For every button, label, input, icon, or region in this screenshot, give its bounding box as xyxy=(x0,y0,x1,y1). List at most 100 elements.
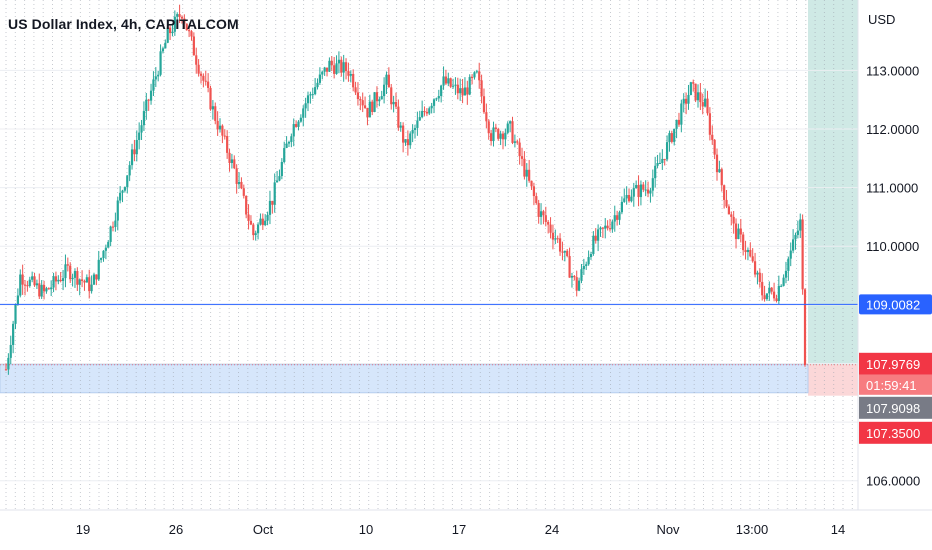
candle-body[interactable] xyxy=(720,169,723,186)
candle-body[interactable] xyxy=(233,159,236,169)
candle-body[interactable] xyxy=(803,289,807,365)
candle-body[interactable] xyxy=(126,175,129,188)
candle-body[interactable] xyxy=(116,200,119,221)
candle-body[interactable] xyxy=(390,87,393,105)
candle-body[interactable] xyxy=(140,125,143,133)
candle-body[interactable] xyxy=(40,285,43,297)
candle-body[interactable] xyxy=(494,127,497,130)
candle-body[interactable] xyxy=(266,214,269,221)
candle-body[interactable] xyxy=(349,73,352,76)
candle-body[interactable] xyxy=(539,211,543,217)
candle-body[interactable] xyxy=(451,85,455,87)
candle-body[interactable] xyxy=(611,221,614,230)
candle-body[interactable] xyxy=(459,88,462,94)
candle-body[interactable] xyxy=(147,99,150,101)
stop-zone[interactable] xyxy=(808,364,858,396)
candle-body[interactable] xyxy=(202,75,205,81)
candle-body[interactable] xyxy=(271,200,274,205)
candle-body[interactable] xyxy=(551,232,555,240)
candle-body[interactable] xyxy=(57,279,60,282)
candle-body[interactable] xyxy=(428,108,431,114)
candle-body[interactable] xyxy=(216,120,219,130)
candle-body[interactable] xyxy=(784,270,788,278)
candle-body[interactable] xyxy=(69,265,72,280)
candle-body[interactable] xyxy=(535,196,538,204)
candle-body[interactable] xyxy=(64,264,67,279)
candle-body[interactable] xyxy=(561,251,564,253)
candle-body[interactable] xyxy=(399,125,402,128)
candle-body[interactable] xyxy=(547,221,550,225)
candle-body[interactable] xyxy=(402,125,405,143)
candle-body[interactable] xyxy=(685,98,688,104)
candle-body[interactable] xyxy=(487,121,490,134)
candle-body[interactable] xyxy=(373,92,376,112)
candle-body[interactable] xyxy=(406,139,409,146)
candle-body[interactable] xyxy=(713,139,716,155)
candle-body[interactable] xyxy=(734,223,738,240)
candle-body[interactable] xyxy=(654,165,657,179)
candle-body[interactable] xyxy=(715,154,719,173)
candle-body[interactable] xyxy=(739,228,742,235)
candle-body[interactable] xyxy=(76,271,79,285)
candle-body[interactable] xyxy=(385,74,388,85)
candle-body[interactable] xyxy=(430,105,433,109)
candle-body[interactable] xyxy=(114,220,117,227)
candle-body[interactable] xyxy=(371,101,374,112)
candle-body[interactable] xyxy=(699,92,702,103)
candle-body[interactable] xyxy=(354,87,357,93)
candle-body[interactable] xyxy=(556,238,559,240)
candle-body[interactable] xyxy=(199,73,203,76)
candle-body[interactable] xyxy=(83,280,86,283)
candle-body[interactable] xyxy=(109,226,112,242)
candle-body[interactable] xyxy=(732,216,735,224)
candle-body[interactable] xyxy=(601,227,604,229)
candle-body[interactable] xyxy=(52,276,55,288)
candle-body[interactable] xyxy=(694,83,697,101)
candle-body[interactable] xyxy=(209,87,212,110)
candle-body[interactable] xyxy=(478,71,481,81)
candle-body[interactable] xyxy=(335,63,338,74)
candle-body[interactable] xyxy=(259,218,262,225)
candle-body[interactable] xyxy=(468,77,471,95)
candle-body[interactable] xyxy=(240,181,243,189)
candle-body[interactable] xyxy=(159,51,162,75)
candle-body[interactable] xyxy=(682,98,685,104)
candle-body[interactable] xyxy=(737,228,740,240)
candle-body[interactable] xyxy=(228,152,231,163)
candle-body[interactable] xyxy=(14,304,17,324)
candle-body[interactable] xyxy=(587,257,590,265)
candle-body[interactable] xyxy=(230,159,234,163)
candle-body[interactable] xyxy=(772,291,776,299)
candle-body[interactable] xyxy=(585,264,588,267)
candle-body[interactable] xyxy=(418,117,421,121)
candle-body[interactable] xyxy=(323,67,326,72)
candle-body[interactable] xyxy=(492,127,495,142)
candle-body[interactable] xyxy=(80,279,84,281)
candle-body[interactable] xyxy=(523,158,526,177)
candle-body[interactable] xyxy=(66,264,69,266)
candle-body[interactable] xyxy=(516,141,519,143)
candle-body[interactable] xyxy=(711,134,714,140)
candle-body[interactable] xyxy=(214,106,217,121)
candle-body[interactable] xyxy=(768,287,771,294)
candle-body[interactable] xyxy=(777,285,780,301)
candle-body[interactable] xyxy=(180,16,184,19)
candle-body[interactable] xyxy=(606,225,609,229)
candle-body[interactable] xyxy=(359,99,362,101)
candle-body[interactable] xyxy=(235,168,238,184)
candle-body[interactable] xyxy=(183,18,186,24)
candle-body[interactable] xyxy=(618,212,621,220)
horizontal-line-price-tag-bg[interactable] xyxy=(859,294,932,315)
candle-body[interactable] xyxy=(789,250,792,259)
candle-body[interactable] xyxy=(582,266,585,270)
candle-body[interactable] xyxy=(646,189,650,194)
candle-body[interactable] xyxy=(708,113,711,135)
candle-body[interactable] xyxy=(563,250,566,253)
candle-body[interactable] xyxy=(95,274,98,280)
candle-body[interactable] xyxy=(727,206,731,215)
candle-body[interactable] xyxy=(4,369,8,371)
candle-body[interactable] xyxy=(680,103,683,125)
candle-body[interactable] xyxy=(299,117,302,122)
candle-body[interactable] xyxy=(687,94,690,104)
